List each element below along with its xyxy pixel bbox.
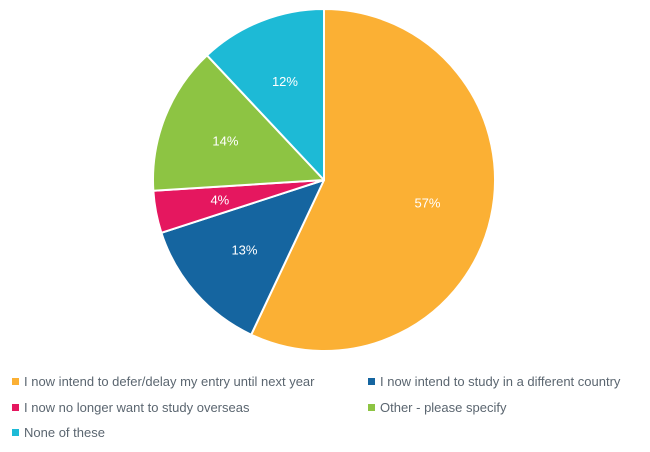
- pie-slice-other[interactable]: [152, 54, 325, 192]
- data-label-none: 12%: [272, 74, 298, 89]
- legend-swatch-defer: [12, 378, 19, 385]
- pie-slice-different-country[interactable]: [160, 179, 325, 336]
- legend-label-no-longer-overseas: I now no longer want to study overseas: [24, 400, 250, 415]
- legend-item-defer[interactable]: I now intend to defer/delay my entry unt…: [12, 374, 315, 389]
- legend-swatch-none: [12, 429, 19, 436]
- legend-label-different-country: I now intend to study in a different cou…: [380, 374, 621, 389]
- legend-item-none[interactable]: None of these: [12, 425, 105, 440]
- legend-swatch-different-country: [368, 378, 375, 385]
- legend-label-none: None of these: [24, 425, 105, 440]
- legend-label-other: Other - please specify: [380, 400, 507, 415]
- pie-chart-svg: 57% 13% 4% 14% 12%: [152, 8, 497, 352]
- legend-item-other[interactable]: Other - please specify: [368, 400, 506, 415]
- pie-slice-defer[interactable]: [250, 8, 497, 352]
- legend-swatch-no-longer-overseas: [12, 404, 19, 411]
- data-label-defer: 57%: [414, 196, 440, 211]
- legend-item-different-country[interactable]: I now intend to study in a different cou…: [368, 374, 620, 389]
- legend-item-no-longer-overseas[interactable]: I now no longer want to study overseas: [12, 400, 249, 415]
- data-label-no-longer-overseas: 4%: [210, 192, 229, 207]
- data-label-other: 14%: [212, 133, 238, 148]
- data-label-different-country: 13%: [231, 243, 257, 258]
- legend-swatch-other: [368, 404, 375, 411]
- legend-label-defer: I now intend to defer/delay my entry unt…: [24, 374, 315, 389]
- pie-slice-none[interactable]: [205, 8, 325, 181]
